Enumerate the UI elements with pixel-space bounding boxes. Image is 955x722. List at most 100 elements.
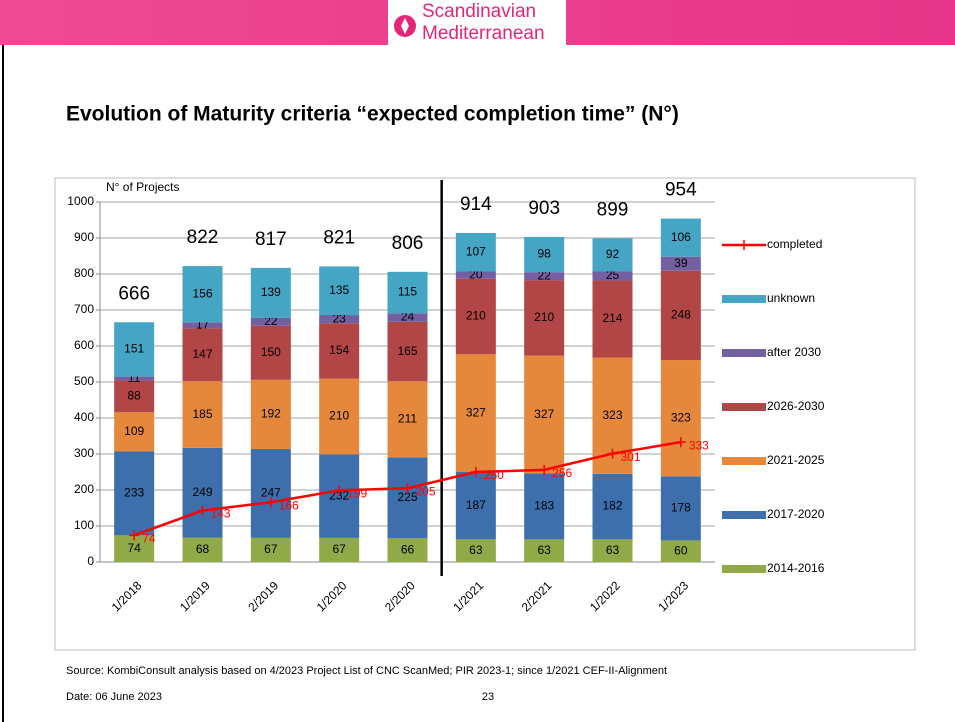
total-label: 914 <box>460 194 492 215</box>
bar-segment <box>319 323 360 379</box>
total-label: 822 <box>187 227 219 248</box>
bar-segment <box>182 447 223 538</box>
bar-segment <box>387 457 428 539</box>
bar-segment <box>387 271 428 314</box>
y-tick-label: 700 <box>74 302 94 316</box>
bar-segment <box>660 256 701 271</box>
segment-label: 156 <box>192 286 212 300</box>
segment-label: 187 <box>466 498 486 512</box>
logo-box <box>388 0 566 45</box>
segment-label: 63 <box>469 543 483 557</box>
bar-segment <box>592 238 633 272</box>
line-value-label: 256 <box>552 466 572 480</box>
logo-text: Mediterranean <box>422 23 545 44</box>
bar-segment <box>387 313 428 322</box>
line-marker <box>607 448 618 459</box>
bar-segment <box>455 354 496 472</box>
line-marker <box>539 464 550 475</box>
bar-segment <box>387 381 428 458</box>
y-tick-label: 600 <box>74 338 94 352</box>
source-note: Source: KombiConsult analysis based on 4… <box>66 665 667 677</box>
legend-label: 2021-2025 <box>767 453 825 467</box>
line-marker <box>470 467 481 477</box>
bar-segment <box>250 448 291 538</box>
bar-segment <box>114 451 155 536</box>
line-value-label: 205 <box>416 484 436 498</box>
legend-swatch <box>722 403 766 411</box>
legend-label: completed <box>767 237 822 251</box>
bar-segment <box>592 539 633 562</box>
segment-label: 211 <box>398 411 417 425</box>
segment-label: 178 <box>671 501 691 515</box>
bar-segment <box>455 539 496 562</box>
segment-label: 225 <box>397 490 417 504</box>
legend-marker <box>739 240 749 250</box>
segment-label: 327 <box>534 407 554 421</box>
segment-label: 88 <box>127 389 141 403</box>
bar-segment <box>592 473 633 540</box>
segment-label: 139 <box>261 285 281 299</box>
segment-label: 327 <box>466 405 486 419</box>
segment-label: 210 <box>329 409 349 423</box>
bar-segment <box>182 322 223 329</box>
logo-needle <box>401 18 409 34</box>
line-value-label: 333 <box>689 438 709 452</box>
legend-label: 2017-2020 <box>767 507 825 521</box>
segment-label: 247 <box>261 486 281 500</box>
y-axis-label: N° of Projects <box>106 180 180 194</box>
bar-segment <box>592 271 633 281</box>
bar-segment <box>660 270 701 361</box>
bar-segment <box>455 472 496 540</box>
segment-label: 182 <box>602 499 622 513</box>
bar-segment <box>182 266 223 323</box>
segment-label: 214 <box>602 311 622 325</box>
bar-segment <box>660 360 701 477</box>
bar-segment <box>250 537 291 562</box>
segment-label: 210 <box>466 309 486 323</box>
line-value-label: 199 <box>347 487 367 501</box>
date: Date: 06 June 2023 <box>66 691 162 703</box>
bar-segment <box>660 476 701 541</box>
y-tick-label: 100 <box>74 518 94 532</box>
total-label: 666 <box>118 283 150 304</box>
y-tick-label: 900 <box>74 230 94 244</box>
legend-swatch <box>722 295 766 303</box>
segment-label: 39 <box>674 256 688 270</box>
bar-segment <box>319 537 360 562</box>
y-tick-label: 300 <box>74 446 94 460</box>
bar-segment <box>114 412 155 452</box>
bar-segment <box>250 267 291 318</box>
segment-label: 150 <box>261 345 281 359</box>
bar-segment <box>524 236 565 273</box>
segment-label: 63 <box>606 543 620 557</box>
segment-label: 154 <box>329 343 349 357</box>
page-number: 23 <box>482 691 494 703</box>
segment-label: 67 <box>332 542 346 556</box>
y-tick-label: 800 <box>74 266 94 280</box>
legend-label: 2014-2016 <box>767 561 825 575</box>
total-label: 821 <box>323 227 355 248</box>
bar-segment <box>524 539 565 562</box>
legend-label: after 2030 <box>767 345 821 359</box>
bar-segment <box>319 454 360 538</box>
bar-segment <box>114 322 155 377</box>
segment-label: 66 <box>401 542 415 556</box>
line-value-label: 250 <box>484 468 504 482</box>
bar-segment <box>319 315 360 324</box>
bar-segment <box>182 328 223 382</box>
legend-label: 2026-2030 <box>767 399 825 413</box>
segment-label: 68 <box>196 542 210 556</box>
line-value-label: 301 <box>621 450 641 464</box>
line-marker <box>197 505 208 516</box>
segment-label: 106 <box>671 230 691 244</box>
segment-label: 151 <box>124 342 144 356</box>
segment-label: 323 <box>671 410 691 424</box>
bar-segment <box>250 317 291 326</box>
bar-segment <box>660 540 701 562</box>
segment-label: 98 <box>537 247 551 261</box>
bar-segment <box>319 378 360 455</box>
bar-segment <box>592 280 633 358</box>
bar-segment <box>455 278 496 355</box>
slide-title: Evolution of Maturity criteria “expected… <box>66 103 679 126</box>
